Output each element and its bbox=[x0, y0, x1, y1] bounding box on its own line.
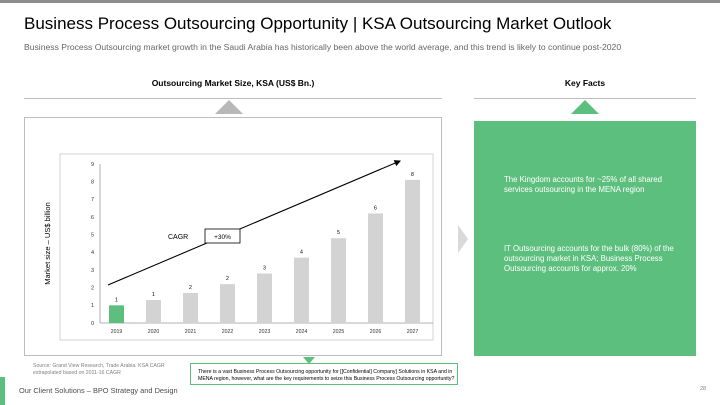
data-label-2027: 8 bbox=[411, 172, 414, 178]
data-label-2020: 1 bbox=[152, 292, 155, 298]
bar-2023 bbox=[257, 273, 272, 323]
facts-section-title: Key Facts bbox=[564, 78, 606, 88]
y-tick-label: 6 bbox=[91, 215, 94, 221]
x-tick-label: 2024 bbox=[296, 329, 308, 335]
y-tick-label: 0 bbox=[91, 321, 94, 327]
data-label-2022: 2 bbox=[226, 276, 229, 282]
cagr-value-box bbox=[204, 228, 241, 244]
x-tick-label: 2026 bbox=[370, 329, 382, 335]
y-tick-label: 4 bbox=[91, 250, 94, 256]
y-tick-label: 3 bbox=[91, 268, 94, 274]
page-number: 28 bbox=[700, 386, 707, 392]
key-facts-panel: The Kingdom accounts for ~25% of all sha… bbox=[474, 121, 696, 356]
y-tick-label: 7 bbox=[91, 197, 94, 203]
key-fact-2: IT Outsourcing accounts for the bulk (80… bbox=[504, 244, 674, 273]
footer-accent bbox=[0, 377, 5, 405]
x-tick-label: 2022 bbox=[222, 329, 234, 335]
data-label-2025: 5 bbox=[337, 230, 340, 236]
data-label-2019: 1 bbox=[115, 297, 118, 303]
x-tick-label: 2023 bbox=[259, 329, 271, 335]
facts-section-divider bbox=[474, 98, 696, 99]
chevron-right-icon bbox=[458, 225, 468, 253]
bar-2021 bbox=[183, 292, 198, 323]
data-label-2024: 4 bbox=[300, 250, 303, 256]
data-label-2023: 3 bbox=[263, 266, 266, 272]
facts-pointer-icon bbox=[571, 100, 599, 114]
callout-box bbox=[190, 363, 458, 385]
data-label-2026: 6 bbox=[374, 205, 377, 211]
chart-section-divider bbox=[24, 98, 442, 99]
callout-pointer-icon bbox=[303, 357, 315, 364]
chart-section-title: Outsourcing Market Size, KSA (US$ Bn.) bbox=[151, 78, 315, 88]
footer-text: Our Client Solutions – BPO Strategy and … bbox=[19, 386, 178, 395]
cagr-value: +30% bbox=[214, 234, 231, 241]
y-tick-label: 1 bbox=[91, 303, 94, 309]
y-tick-label: 8 bbox=[91, 179, 94, 185]
source-note: Source: Grand View Research, Trade Arabi… bbox=[33, 363, 165, 376]
cagr-label: CAGR bbox=[168, 234, 188, 241]
chart-frame bbox=[24, 117, 442, 356]
x-tick-label: 2021 bbox=[185, 329, 197, 335]
bar-2020 bbox=[146, 300, 161, 323]
data-label-2021: 2 bbox=[189, 285, 192, 291]
x-tick-label: 2025 bbox=[333, 329, 345, 335]
chart-pointer-icon bbox=[215, 100, 243, 114]
plot-frame bbox=[59, 153, 434, 341]
x-tick-label: 2020 bbox=[148, 329, 160, 335]
key-fact-1: The Kingdom accounts for ~25% of all sha… bbox=[504, 175, 662, 194]
bar-2025 bbox=[331, 238, 346, 323]
y-tick-label: 5 bbox=[91, 232, 94, 238]
x-tick-label: 2019 bbox=[111, 329, 123, 335]
bar-2022 bbox=[220, 284, 235, 323]
cagr-trend-arrow bbox=[107, 160, 402, 286]
page-subtitle: Business Process Outsourcing market grow… bbox=[24, 42, 622, 52]
y-tick-label: 2 bbox=[91, 285, 94, 291]
market-size-chart: 0 1 2 3 4 5 6 7 8 9 Market size – US$ billion 1 2019… bbox=[43, 153, 434, 341]
top-bar bbox=[0, 0, 720, 3]
bar-2019 bbox=[109, 305, 124, 323]
callout-text: There is a vast Business Process Outsour… bbox=[198, 369, 455, 382]
x-tick-label: 2027 bbox=[407, 329, 419, 335]
bar-2024 bbox=[294, 257, 309, 323]
y-tick-label: 9 bbox=[91, 162, 94, 168]
bar-2027 bbox=[405, 179, 420, 323]
page-title: Business Process Outsourcing Opportunity… bbox=[24, 14, 612, 33]
bar-2026 bbox=[368, 213, 383, 323]
y-axis-label: Market size – US$ billion bbox=[43, 202, 52, 285]
